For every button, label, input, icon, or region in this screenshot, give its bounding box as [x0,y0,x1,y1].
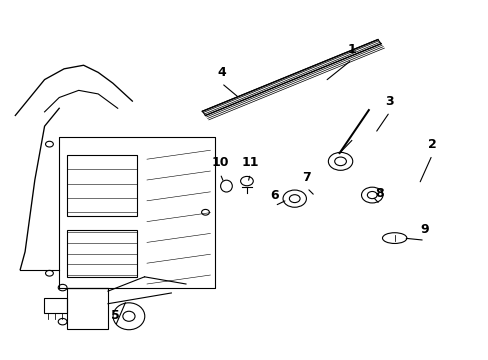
Bar [66,155,137,216]
Text: 8: 8 [375,187,384,200]
Text: 6: 6 [270,189,279,202]
Text: 1: 1 [346,42,355,55]
Text: 10: 10 [211,156,228,169]
Text: 5: 5 [111,309,120,322]
Bar [66,288,108,329]
Text: 7: 7 [302,171,311,184]
Text: 11: 11 [241,156,259,169]
Text: 4: 4 [217,66,225,79]
Bar [43,298,67,313]
Text: 9: 9 [420,223,428,236]
Text: 3: 3 [385,95,393,108]
Text: 2: 2 [427,138,436,150]
Bar [66,230,137,277]
